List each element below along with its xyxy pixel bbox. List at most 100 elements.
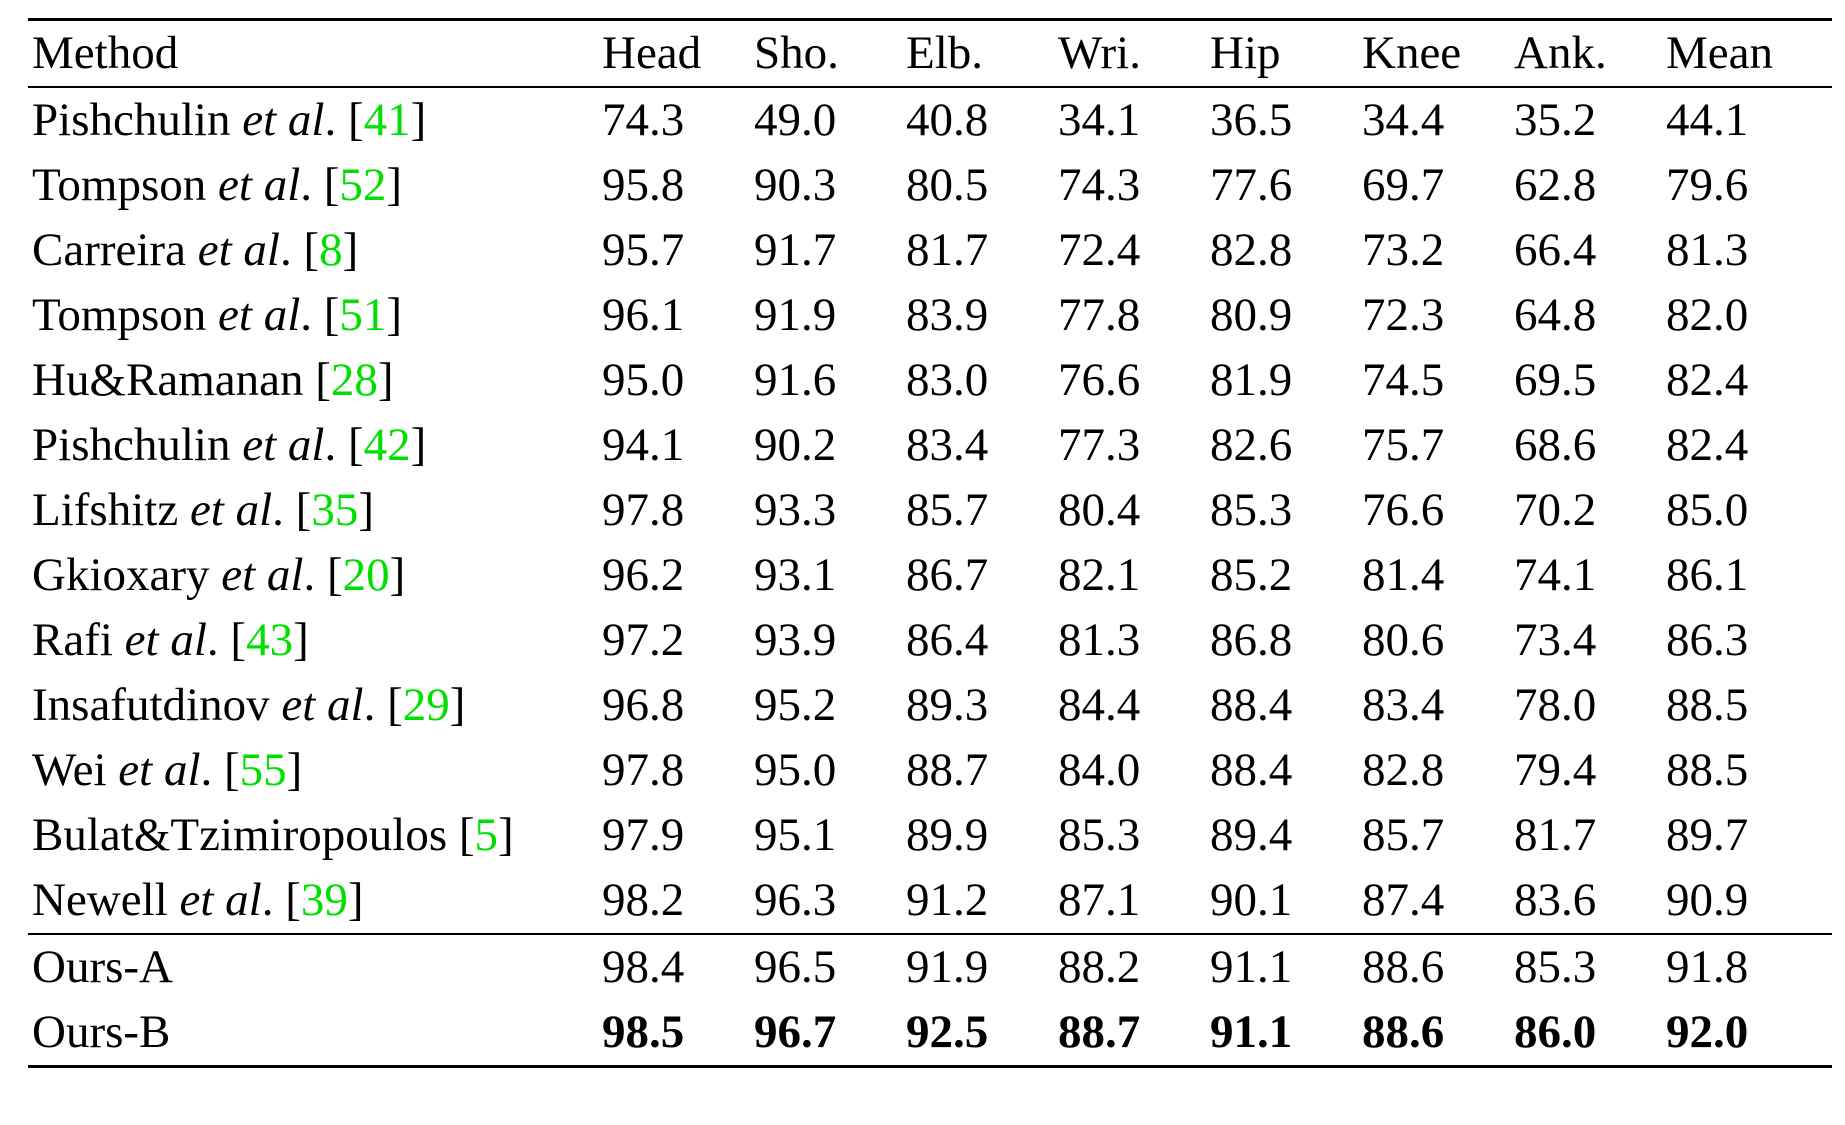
value-cell: 95.7 (598, 218, 750, 283)
value-cell: 74.3 (598, 87, 750, 153)
value-cell: 81.9 (1206, 348, 1358, 413)
value-cell: 88.7 (1054, 1000, 1206, 1067)
author-name: Rafi (32, 614, 113, 666)
value-cell: 93.1 (750, 543, 902, 608)
header-row: Method Head Sho. Elb. Wri. Hip Knee Ank.… (28, 20, 1832, 88)
citation-ref[interactable]: 28 (331, 354, 378, 406)
table-row: Ours-A98.496.591.988.291.188.685.391.8 (28, 934, 1832, 1000)
value-cell: 80.4 (1054, 478, 1206, 543)
bracket-open: [ (230, 614, 246, 666)
value-cell: 76.6 (1054, 348, 1206, 413)
citation-ref[interactable]: 42 (364, 419, 411, 471)
col-method: Method (28, 20, 598, 88)
bracket-close: ] (386, 159, 402, 211)
value-cell: 98.4 (598, 934, 750, 1000)
period: . (304, 549, 316, 601)
value-cell: 91.1 (1206, 1000, 1358, 1067)
citation-ref[interactable]: 43 (246, 614, 293, 666)
value-cell: 77.8 (1054, 283, 1206, 348)
bracket-close: ] (293, 614, 309, 666)
mean-cell: 79.6 (1662, 153, 1832, 218)
method-cell: Newell et al. [39] (28, 868, 598, 934)
citation-ref[interactable]: 5 (475, 809, 499, 861)
bracket-open: [ (285, 874, 301, 926)
citation-ref[interactable]: 51 (339, 289, 386, 341)
value-cell: 86.0 (1510, 1000, 1662, 1067)
value-cell: 82.8 (1358, 738, 1510, 803)
author-name: Carreira (32, 224, 186, 276)
period: . (201, 744, 213, 796)
value-cell: 95.2 (750, 673, 902, 738)
et-al: et al (218, 289, 300, 341)
et-al: et al (125, 614, 207, 666)
col-knee: Knee (1358, 20, 1510, 88)
value-cell: 95.0 (750, 738, 902, 803)
value-cell: 74.1 (1510, 543, 1662, 608)
bracket-close: ] (343, 224, 359, 276)
value-cell: 75.7 (1358, 413, 1510, 478)
value-cell: 95.0 (598, 348, 750, 413)
value-cell: 86.7 (902, 543, 1054, 608)
author-name: Ours-B (32, 1006, 170, 1058)
table-row: Pishchulin et al. [41]74.349.040.834.136… (28, 87, 1832, 153)
value-cell: 96.5 (750, 934, 902, 1000)
value-cell: 96.3 (750, 868, 902, 934)
author-name: Ours-A (32, 941, 173, 993)
mean-cell: 88.5 (1662, 673, 1832, 738)
citation-ref[interactable]: 35 (311, 484, 358, 536)
citation-ref[interactable]: 29 (403, 679, 450, 731)
table-row: Tompson et al. [52]95.890.380.574.377.66… (28, 153, 1832, 218)
table-row: Ours-B98.596.792.588.791.188.686.092.0 (28, 1000, 1832, 1067)
author-name: Tompson (32, 289, 206, 341)
citation-ref[interactable]: 41 (364, 94, 411, 146)
value-cell: 85.3 (1206, 478, 1358, 543)
value-cell: 97.8 (598, 738, 750, 803)
bracket-close: ] (498, 809, 514, 861)
table-head: Method Head Sho. Elb. Wri. Hip Knee Ank.… (28, 20, 1832, 88)
mean-cell: 89.7 (1662, 803, 1832, 868)
citation-ref[interactable]: 8 (319, 224, 343, 276)
citation-ref[interactable]: 20 (343, 549, 390, 601)
et-al: et al (242, 419, 324, 471)
value-cell: 80.5 (902, 153, 1054, 218)
bracket-open: [ (296, 484, 312, 536)
citation-ref[interactable]: 52 (339, 159, 386, 211)
mean-cell: 81.3 (1662, 218, 1832, 283)
mean-cell: 91.8 (1662, 934, 1832, 1000)
col-ank: Ank. (1510, 20, 1662, 88)
value-cell: 85.3 (1054, 803, 1206, 868)
mean-cell: 82.4 (1662, 413, 1832, 478)
value-cell: 82.8 (1206, 218, 1358, 283)
bracket-close: ] (287, 744, 303, 796)
author-name: Lifshitz (32, 484, 178, 536)
bracket-close: ] (390, 549, 406, 601)
value-cell: 70.2 (1510, 478, 1662, 543)
value-cell: 82.6 (1206, 413, 1358, 478)
citation-ref[interactable]: 39 (301, 874, 348, 926)
value-cell: 88.6 (1358, 934, 1510, 1000)
results-table: Method Head Sho. Elb. Wri. Hip Knee Ank.… (28, 18, 1832, 1068)
value-cell: 81.7 (1510, 803, 1662, 868)
author-name: Ramanan (126, 354, 304, 406)
value-cell: 79.4 (1510, 738, 1662, 803)
value-cell: 87.4 (1358, 868, 1510, 934)
period: . (262, 874, 274, 926)
value-cell: 90.1 (1206, 868, 1358, 934)
value-cell: 74.5 (1358, 348, 1510, 413)
method-cell: Tompson et al. [51] (28, 283, 598, 348)
bracket-open: [ (324, 289, 340, 341)
value-cell: 34.4 (1358, 87, 1510, 153)
citation-ref[interactable]: 55 (240, 744, 287, 796)
value-cell: 74.3 (1054, 153, 1206, 218)
value-cell: 73.4 (1510, 608, 1662, 673)
value-cell: 86.8 (1206, 608, 1358, 673)
mean-cell: 92.0 (1662, 1000, 1832, 1067)
method-cell: Lifshitz et al. [35] (28, 478, 598, 543)
value-cell: 98.2 (598, 868, 750, 934)
bracket-open: [ (315, 354, 331, 406)
et-al: et al (218, 159, 300, 211)
value-cell: 78.0 (1510, 673, 1662, 738)
table-row: Lifshitz et al. [35]97.893.385.780.485.3… (28, 478, 1832, 543)
value-cell: 91.9 (750, 283, 902, 348)
author-name: Bulat (32, 809, 134, 861)
